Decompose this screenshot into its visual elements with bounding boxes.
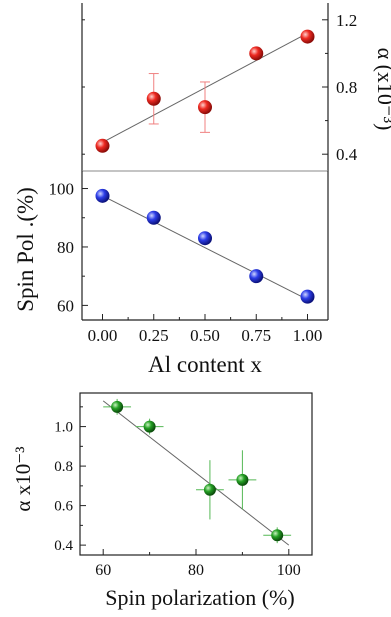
- top-ytick-label: 1.2: [336, 11, 357, 30]
- data-point: [95, 188, 110, 203]
- data-point: [95, 138, 110, 153]
- bot-xtick-label: 100: [277, 562, 301, 579]
- data-point: [249, 46, 264, 61]
- data-point: [143, 420, 156, 433]
- mid-ytick-label: 80: [57, 238, 74, 257]
- bot-xlabel: Spin polarization (%): [105, 585, 294, 610]
- data-point: [198, 231, 212, 246]
- alpha-vs-spin-pol-panel: 0.4 0.6 0.8 1.0 60 80 100 Spin polarization (%)…: [11, 392, 313, 610]
- data-point: [236, 473, 249, 486]
- data-point: [146, 210, 161, 225]
- mid-xtick-label: 0.50: [190, 326, 220, 345]
- bot-ylabel: α x10⁻³: [11, 446, 35, 511]
- bot-ytick-label: 0.4: [54, 538, 73, 554]
- top-ylabel: α (x10⁻³): [373, 48, 391, 131]
- mid-xlabel: Al content x: [148, 352, 262, 377]
- data-point: [198, 100, 212, 115]
- mid-ytick-label: 100: [49, 180, 75, 199]
- data-point: [271, 529, 284, 542]
- spin-pol-vs-al-panel: 60 80 100 0.00 0.25 0.50 0.75 1.00 Al content x S…: [13, 171, 329, 377]
- data-point: [146, 91, 161, 106]
- fit-line: [102, 400, 290, 546]
- top-ytick-label: 0.8: [336, 78, 357, 97]
- bot-ytick-label: 1.0: [54, 420, 73, 436]
- data-point: [300, 29, 315, 44]
- mid-xtick-label: 0.00: [88, 326, 118, 345]
- data-point: [249, 269, 264, 284]
- bot-xtick-label: 60: [95, 562, 111, 579]
- fit-line: [102, 195, 308, 300]
- alpha-vs-al-panel: 0.4 0.8 1.2 α (x10⁻³): [81, 3, 391, 172]
- data-point: [300, 289, 315, 304]
- mid-xtick-label: 1.00: [293, 326, 323, 345]
- data-point: [111, 400, 124, 413]
- bot-ytick-label: 0.6: [54, 499, 73, 515]
- data-point: [203, 483, 216, 496]
- bot-ytick-label: 0.8: [54, 459, 73, 475]
- mid-ytick-label: 60: [57, 296, 74, 315]
- mid-xtick-label: 0.25: [139, 326, 169, 345]
- top-ytick-label: 0.4: [336, 145, 358, 164]
- bot-xtick-label: 80: [188, 562, 204, 579]
- mid-xtick-label: 0.75: [241, 326, 271, 345]
- mid-ylabel: Spin Pol .(%): [13, 187, 38, 312]
